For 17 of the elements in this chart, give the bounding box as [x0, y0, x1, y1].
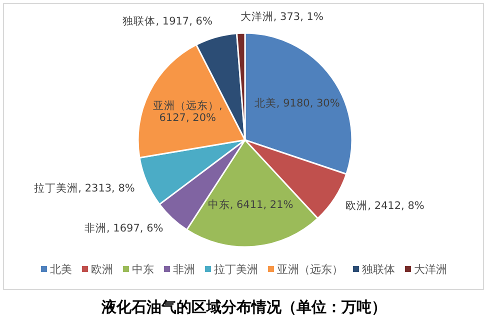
data-label: 欧洲, 2412, 8%	[346, 199, 424, 212]
legend-label: 独联体	[362, 263, 395, 276]
legend-label: 亚洲（远东）	[277, 263, 343, 276]
data-label: 独联体, 1917, 6%	[122, 14, 212, 28]
legend-label: 北美	[50, 263, 72, 276]
data-label: 北美, 9180, 30%	[254, 96, 340, 110]
data-label: 非洲, 1697, 6%	[84, 222, 164, 235]
data-label: 拉丁美洲, 2313, 8%	[34, 181, 135, 194]
legend-label: 非洲	[173, 263, 195, 276]
legend-label: 拉丁美洲	[214, 263, 258, 276]
legend-label: 中东	[132, 263, 154, 276]
legend-label: 欧洲	[91, 263, 113, 276]
data-label: 中东, 6411, 21%	[208, 198, 294, 211]
data-label: 大洋洲, 373, 1%	[240, 10, 324, 24]
text: 液化石油气的区域分布情况（单位：万吨）	[100, 298, 386, 316]
legend-label: 大洋洲	[414, 263, 447, 276]
data-label: 亚洲（远东）, 6127, 20%	[152, 99, 222, 124]
